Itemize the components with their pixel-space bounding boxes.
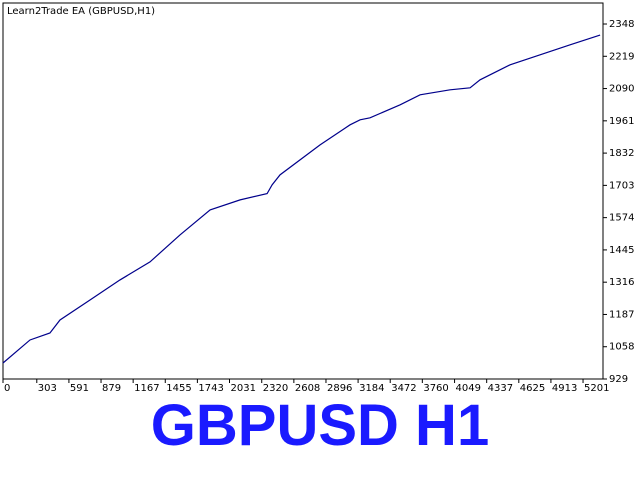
x-tick-label: 1167 [134,383,159,392]
x-tick-label: 0 [4,383,10,392]
y-tick-label: 2348 [609,19,634,30]
x-tick-label: 303 [38,383,57,392]
y-tick-label: 1187 [609,309,634,320]
y-tick-label: 1961 [609,116,634,127]
y-tick-label: 1703 [609,180,634,191]
x-tick-label: 591 [70,383,89,392]
x-tick-label: 2031 [231,383,256,392]
y-tick-label: 929 [609,374,628,385]
chart: Learn2Trade EA (GBPUSD,H1) 929 1058 1187 13… [2,2,634,394]
x-tick-label: 3184 [359,383,384,392]
x-tick-label: 2608 [295,383,320,392]
x-tick-label: 1455 [166,383,191,392]
x-tick-label: 5201 [584,383,609,392]
x-tick-label: 4049 [456,383,481,392]
chart-title: Learn2Trade EA (GBPUSD,H1) [7,6,155,17]
y-tick-label: 1574 [609,213,634,224]
x-tick-label: 3472 [391,383,416,392]
y-tick-label: 1316 [609,277,634,288]
plot-area [2,2,604,380]
x-tick-label: 4625 [520,383,545,392]
x-tick-label: 2896 [327,383,352,392]
y-tick-label: 2219 [609,51,634,62]
y-tick-label: 2090 [609,84,634,95]
x-tick-label: 3760 [423,383,448,392]
x-tick-label: 2320 [263,383,288,392]
x-tick-label: 4337 [488,383,513,392]
y-tick-label: 1832 [609,148,634,159]
x-tick-label: 879 [102,383,121,392]
y-tick-label: 1058 [609,342,634,353]
y-tick-label: 1445 [609,245,634,256]
x-tick-label: 4913 [552,383,577,392]
balance-line [2,34,601,364]
caption: GBPUSD H1 [150,393,490,458]
x-tick-label: 1743 [198,383,223,392]
